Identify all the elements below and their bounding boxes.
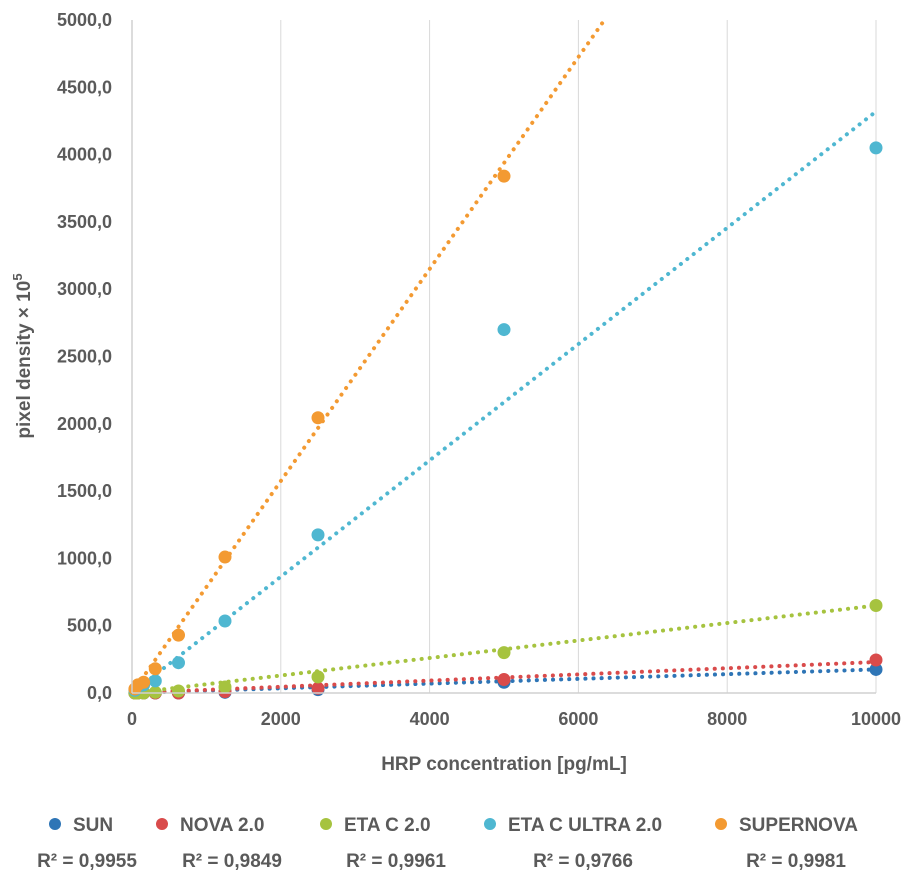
y-axis-title: pixel density × 105 — [10, 273, 35, 438]
legend: SUN R² = 0,9955 NOVA 2.0 R² = 0,9849 ETA C 2… — [37, 815, 858, 872]
y-tick-label: 0,0 — [87, 683, 112, 703]
y-tick-label: 3500,0 — [57, 212, 112, 232]
r2-label-supernova: R² = 0,9981 — [746, 851, 846, 872]
trendlines — [130, 18, 878, 695]
point-nova-2-0 — [869, 653, 883, 667]
point-eta-c-2-0 — [218, 680, 232, 694]
x-tick-label: 2000 — [261, 709, 301, 729]
legend-marker-eta-c-ultra-2-0 — [484, 818, 496, 830]
x-tick-label: 10000 — [851, 709, 901, 729]
y-tick-label: 500,0 — [67, 616, 112, 636]
point-supernova — [497, 169, 511, 183]
legend-marker-supernova — [715, 818, 727, 830]
point-supernova — [311, 411, 325, 425]
trendline-supernova — [130, 18, 607, 695]
y-tick-label: 4000,0 — [57, 145, 112, 165]
legend-label-eta-c-2-0: ETA C 2.0 — [344, 815, 431, 836]
x-tick-label: 4000 — [410, 709, 450, 729]
y-axis-ticks: 0,0 500,0 1000,0 1500,0 2000,0 2500,0 3000,0 35… — [57, 10, 112, 703]
point-nova-2-0 — [311, 681, 325, 695]
point-eta-c-ultra-2-0 — [311, 528, 325, 542]
point-eta-c-2-0 — [869, 599, 883, 613]
legend-label-nova-2-0: NOVA 2.0 — [180, 815, 264, 836]
legend-marker-sun — [49, 818, 61, 830]
x-tick-label: 8000 — [707, 709, 747, 729]
data-points — [128, 141, 883, 700]
point-eta-c-2-0 — [172, 684, 185, 698]
y-tick-label: 3000,0 — [57, 279, 112, 299]
legend-label-sun: SUN — [73, 815, 113, 836]
legend-label-supernova: SUPERNOVA — [739, 815, 858, 836]
x-tick-label: 6000 — [558, 709, 598, 729]
trendline-eta-c-ultra-2-0 — [130, 109, 878, 695]
y-tick-label: 1000,0 — [57, 548, 112, 568]
r2-label-eta-c-ultra-2-0: R² = 0,9766 — [533, 851, 633, 872]
point-eta-c-2-0 — [311, 670, 325, 684]
point-eta-c-2-0 — [497, 646, 511, 660]
point-supernova — [172, 628, 185, 642]
point-eta-c-ultra-2-0 — [218, 614, 232, 628]
gridlines — [280, 20, 877, 693]
x-tick-label: 0 — [127, 709, 137, 729]
y-tick-label: 4500,0 — [57, 77, 112, 97]
x-axis-ticks: 0 2000 4000 6000 8000 10000 — [127, 709, 901, 729]
axes — [131, 20, 876, 694]
point-eta-c-ultra-2-0 — [148, 674, 162, 688]
legend-marker-eta-c-2-0 — [320, 818, 332, 830]
r2-label-sun: R² = 0,9955 — [37, 851, 137, 872]
y-tick-label: 1500,0 — [57, 481, 112, 501]
y-axis-title-exponent: 5 — [10, 273, 25, 280]
legend-label-eta-c-ultra-2-0: ETA C ULTRA 2.0 — [508, 815, 662, 836]
point-supernova — [148, 662, 162, 676]
y-tick-label: 2000,0 — [57, 414, 112, 434]
y-tick-label: 5000,0 — [57, 10, 112, 30]
legend-marker-nova-2-0 — [156, 818, 168, 830]
y-tick-label: 2500,0 — [57, 347, 112, 367]
point-eta-c-ultra-2-0 — [869, 141, 883, 155]
point-sun — [869, 662, 883, 676]
point-nova-2-0 — [497, 673, 511, 687]
point-eta-c-ultra-2-0 — [172, 656, 185, 670]
point-supernova — [137, 675, 151, 689]
r2-label-eta-c-2-0: R² = 0,9961 — [346, 851, 446, 872]
point-supernova — [218, 550, 232, 564]
x-axis-title: HRP concentration [pg/mL] — [381, 754, 627, 775]
point-eta-c-ultra-2-0 — [497, 323, 511, 337]
y-axis-title-main: pixel density × 10 — [14, 281, 35, 439]
r2-label-nova-2-0: R² = 0,9849 — [182, 851, 282, 872]
